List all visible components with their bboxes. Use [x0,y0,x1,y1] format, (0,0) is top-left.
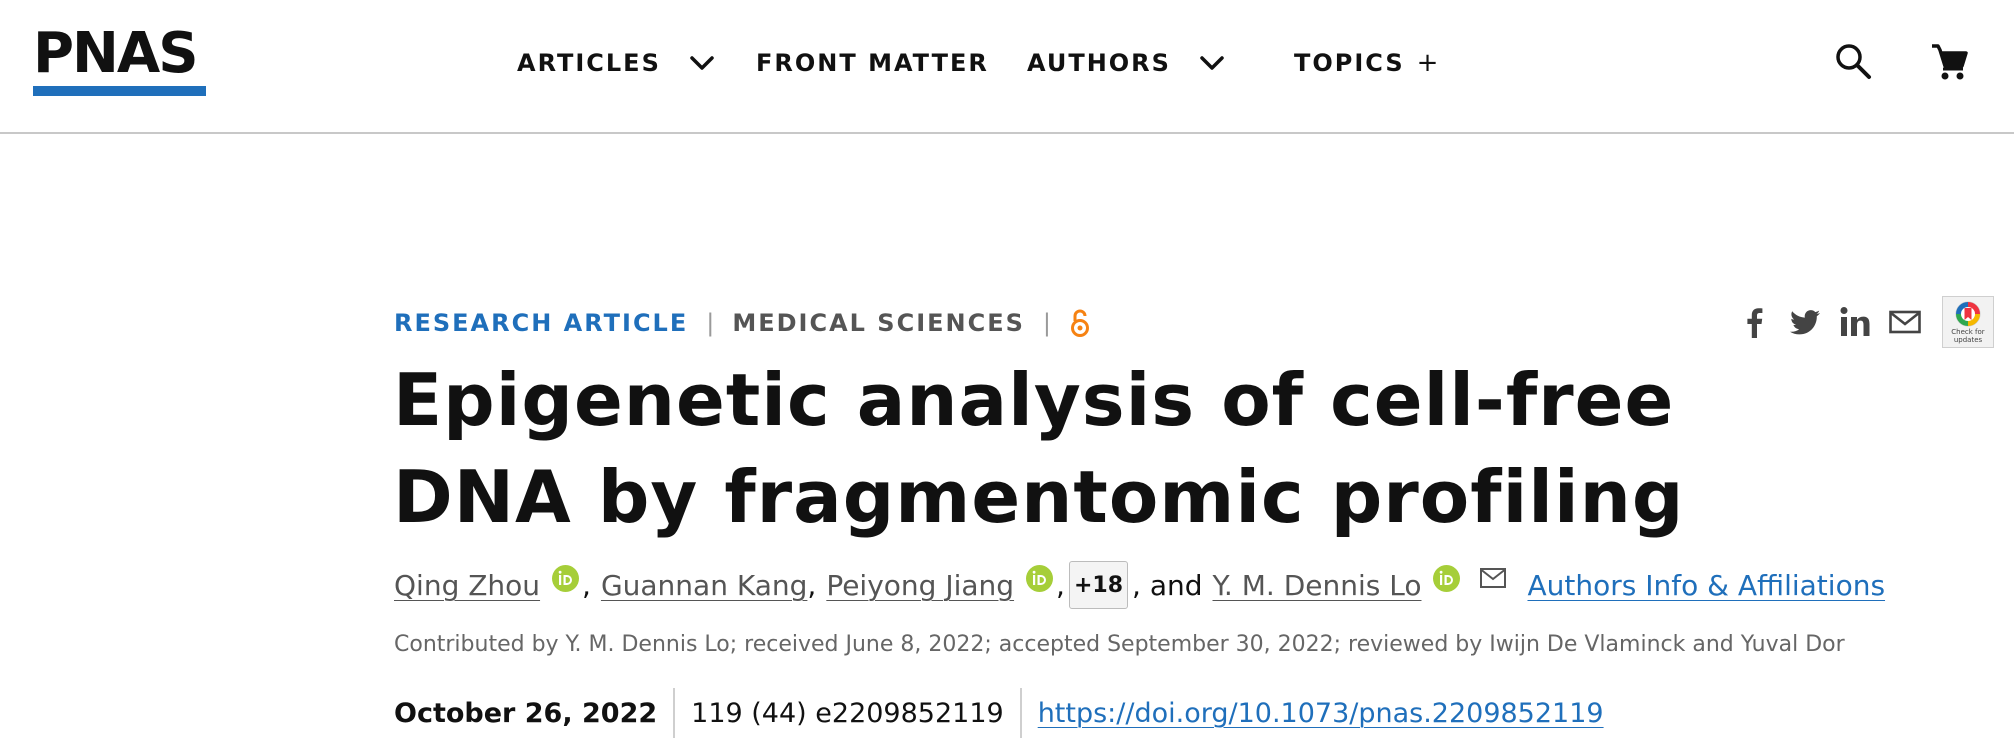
author-link[interactable]: Y. M. Dennis Lo [1212,568,1422,602]
doi-link[interactable]: https://doi.org/10.1073/pnas.2209852119 [1037,697,1604,729]
cart-icon[interactable] [1928,40,1970,82]
author-list: Qing Zhou , Guannan Kang , Peiyong Jiang… [394,560,1885,610]
chevron-down-icon [1200,56,1224,70]
crossmark-icon [1955,301,1981,327]
facebook-icon[interactable] [1738,305,1772,339]
chevron-down-icon [690,56,714,70]
nav-topics[interactable]: TOPICS + [1294,46,1438,80]
author-comma: , [1056,568,1065,602]
linkedin-icon[interactable] [1838,305,1872,339]
nav-front-matter[interactable]: FRONT MATTER [756,46,989,80]
plus-icon: + [1416,48,1439,78]
article-title: Epigenetic analysis of cell-free DNA by … [393,358,1685,539]
citation: 119 (44) e2209852119 [691,697,1004,729]
nav-topics-label: TOPICS [1294,49,1405,77]
author-link[interactable]: Qing Zhou [394,568,541,602]
pnas-logo[interactable]: PNAS [33,24,208,96]
check-for-updates-label: Check for updates [1951,328,1985,344]
search-icon[interactable] [1832,40,1874,82]
share-bar [1738,300,1938,344]
email-icon[interactable] [1888,305,1922,339]
nav-articles[interactable]: ARTICLES [517,46,715,80]
authors-info-affiliations-link[interactable]: Authors Info & Affiliations [1527,568,1886,602]
orcid-icon[interactable] [1026,564,1054,592]
check-for-updates-badge[interactable]: Check for updates [1942,296,1994,348]
divider [1019,688,1022,738]
logo-underline [33,86,206,96]
article-subject[interactable]: MEDICAL SCIENCES [732,309,1025,337]
nav-front-matter-label: FRONT MATTER [756,49,989,77]
site-header: PNAS ARTICLES FRONT MATTER AUTHORS TOPIC… [0,0,2014,134]
more-authors-button[interactable]: +18 [1068,561,1129,609]
open-access-icon [1071,309,1090,337]
article-type[interactable]: RESEARCH ARTICLE [394,309,689,337]
publication-date: October 26, 2022 [394,697,658,729]
author-comma: , [582,568,591,602]
contribution-note: Contributed by Y. M. Dennis Lo; received… [394,632,1845,657]
meta-separator: | [1042,309,1052,337]
author-comma: , [807,568,817,602]
author-link[interactable]: Guannan Kang [600,568,808,602]
author-link[interactable]: Peiyong Jiang [826,568,1015,602]
nav-authors-label: AUTHORS [1027,49,1171,77]
publication-info: October 26, 2022 119 (44) e2209852119 ht… [394,688,1604,738]
divider [673,688,676,738]
mail-icon[interactable] [1479,567,1507,589]
author-conjunction: , and [1132,568,1203,602]
nav-authors[interactable]: AUTHORS [1027,46,1225,80]
article-meta: RESEARCH ARTICLE | MEDICAL SCIENCES | [394,306,1091,340]
orcid-icon[interactable] [552,564,580,592]
logo-text: PNAS [33,21,199,86]
nav-articles-label: ARTICLES [517,49,661,77]
orcid-icon[interactable] [1433,564,1461,592]
meta-separator: | [706,309,715,337]
twitter-icon[interactable] [1788,305,1822,339]
